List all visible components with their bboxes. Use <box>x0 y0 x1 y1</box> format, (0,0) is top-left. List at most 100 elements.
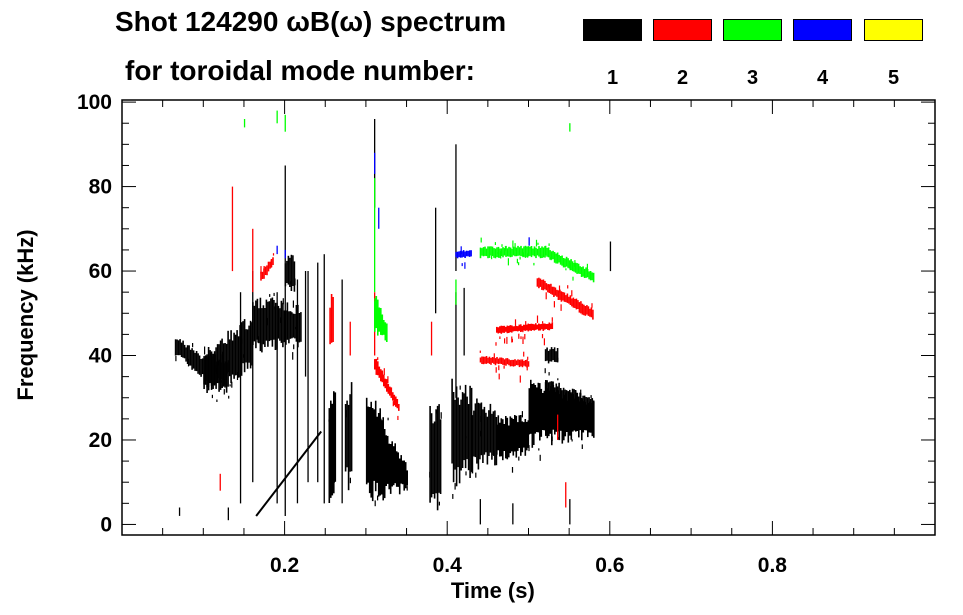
spectrum-speckle <box>503 440 505 447</box>
spectrum-band-column <box>269 261 271 269</box>
spectrum-speckle <box>374 298 376 302</box>
spectrum-speckle <box>580 389 582 398</box>
spectrum-band-column <box>349 394 351 472</box>
spectrum-stroke <box>239 292 242 504</box>
spectrum-band-column <box>564 258 566 268</box>
spectrum-band-column <box>464 384 467 469</box>
spectrum-speckle <box>522 252 524 258</box>
spectrum-band-column <box>479 403 481 460</box>
spectrum-band-column <box>246 329 249 369</box>
spectrum-band-column <box>544 382 547 401</box>
spectrum-band-column <box>493 248 495 258</box>
spectrum-band-column <box>559 256 562 265</box>
spectrum-speckle <box>480 237 482 243</box>
spectrum-band-column <box>227 330 229 373</box>
spectrum-band-column <box>224 343 226 386</box>
spectrum-speckle <box>495 367 497 373</box>
spectrum-band-column <box>520 324 522 332</box>
spectrum-band-column <box>370 401 372 498</box>
spectrum-band-column <box>266 265 268 276</box>
spectrum-band-column <box>571 261 574 272</box>
spectrum-band-column <box>572 297 575 308</box>
spectrum-band-column <box>368 407 371 494</box>
spectrum-speckle <box>567 260 569 269</box>
spectrum-band-column <box>392 392 394 401</box>
spectrum-band-column <box>548 322 551 331</box>
spectrum-band-column <box>485 248 488 257</box>
spectrum-speckle <box>187 358 190 367</box>
legend-label-mode-2: 2 <box>676 67 689 89</box>
spectrum-band-column <box>377 361 379 376</box>
spectrum-band-column <box>557 390 559 432</box>
spectrum-band-column <box>550 283 552 294</box>
spectrum-band-column <box>259 297 262 352</box>
spectrum-band-column <box>518 415 521 448</box>
spectrum-speckle <box>532 408 534 411</box>
spectrum-speckle <box>539 454 541 461</box>
spectrum-band-column <box>527 246 530 257</box>
spectrum-speckle <box>479 350 481 353</box>
spectrum-speckle <box>273 292 275 296</box>
spectrum-band-column <box>496 357 498 364</box>
spectrum-band-column <box>467 250 469 257</box>
spectrum-band-column <box>584 401 586 431</box>
spectrum-band-column <box>293 261 296 292</box>
spectrum-speckle <box>496 252 498 255</box>
spectrum-band-column <box>499 326 501 333</box>
spectrum-speckle <box>518 262 520 266</box>
spectrum-band-column <box>511 417 513 452</box>
spectrum-band-column <box>387 383 390 394</box>
spectrum-band-column <box>497 358 500 365</box>
axes: 0.2 0.4 0.6 0.8 0 20 40 60 80 100 Time (s) Frequenc… <box>13 91 936 603</box>
spectrum-band-column <box>376 416 378 483</box>
spectrum-speckle <box>512 240 514 248</box>
spectrum-speckle <box>392 462 394 466</box>
spectrum-stroke <box>307 271 309 483</box>
spectrum-band-column <box>459 250 462 258</box>
spectrum-band-column <box>225 362 228 393</box>
spectrum-band-column <box>566 293 569 303</box>
spectrum-speckle <box>511 467 514 473</box>
spectrum-speckle <box>374 500 376 507</box>
spectrum-speckle <box>514 319 517 328</box>
spectrum-band-column <box>484 246 486 256</box>
spectrum-band-column <box>469 385 471 478</box>
spectrum-speckle <box>581 444 583 449</box>
spectrum-band-column <box>377 299 379 336</box>
spectrum-band-column <box>544 323 546 330</box>
spectrum-speckle <box>240 338 243 344</box>
spectrum-band-column <box>207 347 210 391</box>
spectrum-band-column <box>429 406 431 503</box>
spectrum-band-column <box>289 311 292 339</box>
spectrum-band-column <box>286 302 289 340</box>
spectrum-band-column <box>549 381 551 408</box>
spectrum-speckle <box>567 285 569 289</box>
spectrum-band-column <box>545 380 547 436</box>
spectrum-band-column <box>291 312 293 339</box>
spectrum-band-column <box>553 286 555 297</box>
spectrum-band-column <box>457 397 459 468</box>
spectrum-speckle <box>553 301 555 308</box>
spectrum-band-column <box>481 356 483 364</box>
spectrum-band-column <box>179 339 181 356</box>
spectrum-band-column <box>253 305 256 342</box>
spectrum-band-column <box>578 302 581 313</box>
spectrum-speckle <box>526 366 528 371</box>
spectrum-speckle <box>523 351 525 357</box>
spectrum-speckle <box>548 243 550 246</box>
spectrum-stroke <box>243 119 246 128</box>
spectrum-band-column <box>539 278 542 287</box>
spectrum-band-column <box>555 351 557 363</box>
spectrum-speckle <box>452 494 454 499</box>
spectrum-band-column <box>499 422 501 457</box>
spectrum-band-column <box>380 420 383 495</box>
spectrum-speckle <box>257 336 259 343</box>
spectrum-band-column <box>561 398 564 444</box>
spectrum-band-column <box>471 415 474 474</box>
spectrum-band-column <box>553 387 556 406</box>
spectrum-band-column <box>380 369 382 382</box>
spectrum-speckle <box>527 356 529 360</box>
spectrum-band-column <box>549 349 551 362</box>
legend-swatch-mode-4 <box>793 19 852 41</box>
spectrum-band-column <box>515 415 518 458</box>
